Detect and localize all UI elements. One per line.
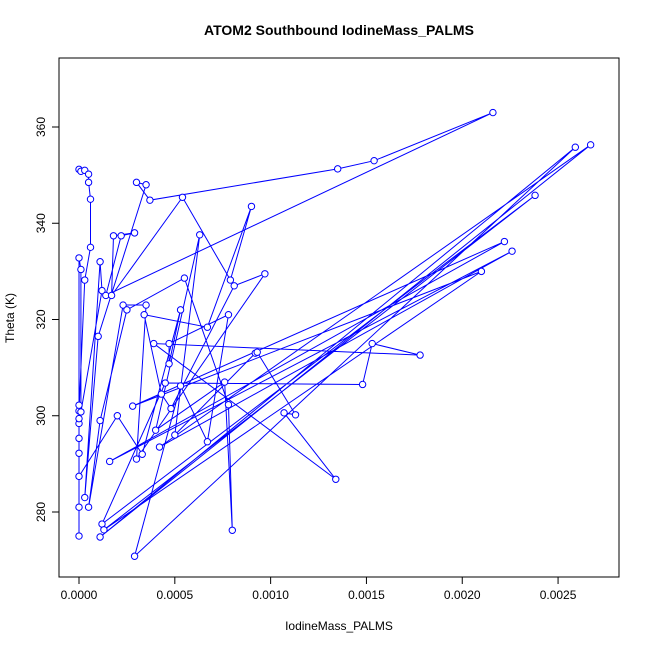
data-point [416,351,424,359]
data-point [142,181,150,189]
data-point [203,323,212,331]
data-point [138,450,146,458]
data-point [75,401,83,409]
data-point [180,274,189,282]
chart-title: ATOM2 Southbound IodineMass_PALMS [204,22,474,38]
data-point [119,301,127,309]
data-point [75,503,83,511]
data-point [368,339,376,348]
data-point [253,348,261,356]
data-point [113,412,122,420]
data-point [146,196,154,204]
data-point [86,195,95,203]
data-point [84,503,93,511]
data-point [477,267,486,276]
data-point [261,270,269,278]
data-point [332,475,340,483]
data-point [98,286,106,295]
data-point [107,291,116,300]
data-point [157,390,166,398]
plot-frame [58,57,620,578]
data-point [75,254,83,262]
data-point [178,193,187,201]
x-tick-label: 0.0000 [61,588,98,602]
data-point [123,306,131,314]
data-point [77,265,85,274]
data-point [161,379,169,387]
data-point [96,258,104,266]
y-tick-label: 340 [34,213,48,233]
data-point [75,414,83,423]
x-tick-label: 0.0025 [540,588,577,602]
y-tick-label: 300 [34,405,48,425]
data-point [228,526,237,534]
data-point [75,434,83,443]
data-point [151,426,160,434]
y-tick-label: 320 [34,309,48,329]
data-point [75,532,83,540]
data-point [167,404,175,413]
data-point [176,382,185,390]
data-point [508,247,516,255]
data-point [165,339,173,348]
data-point [100,526,108,534]
data-point [531,191,539,200]
data-point [155,443,164,451]
data-point [171,431,179,439]
data-point [132,178,141,187]
data-point [196,231,204,239]
data-point [247,202,256,211]
data-point [489,108,497,117]
x-axis-label: IodineMass_PALMS [285,619,393,633]
data-point [226,276,235,284]
data-point [96,416,104,425]
data-point [203,438,212,446]
data-point [150,339,158,348]
data-point [142,301,150,309]
x-tick-label: 0.0015 [348,588,385,602]
data-point [96,533,104,541]
data-point [586,141,595,149]
data-point [81,493,89,502]
data-point [132,455,141,463]
data-point [358,380,367,389]
y-axis-label: Theta (K) [3,293,17,343]
data-point [84,178,93,187]
data-point [94,332,102,341]
data-point [130,552,139,560]
data-point [280,409,288,417]
x-tick-label: 0.0020 [444,588,481,602]
data-point [140,310,148,319]
y-tick-label: 280 [34,502,48,522]
data-point [130,229,139,237]
data-point [370,156,378,165]
data-point [176,306,185,314]
x-tick-label: 0.0005 [156,588,193,602]
data-point [86,243,95,252]
data-point [117,232,125,240]
data-line [78,112,591,558]
data-point [230,282,238,290]
data-point [333,165,342,173]
data-point [81,276,89,284]
data-point [75,472,83,481]
data-point [77,408,85,416]
x-tick-label: 0.0010 [252,588,289,602]
y-tick-label: 360 [34,117,48,137]
data-point [291,411,300,419]
data-point [224,310,233,319]
data-point [109,232,118,240]
data-point [105,457,114,466]
data-point [84,170,93,178]
data-point [571,143,580,151]
data-point [165,360,173,368]
data-point [224,400,233,409]
data-point [220,378,229,386]
data-point [128,402,137,410]
data-point [75,449,83,457]
data-point [500,237,509,246]
